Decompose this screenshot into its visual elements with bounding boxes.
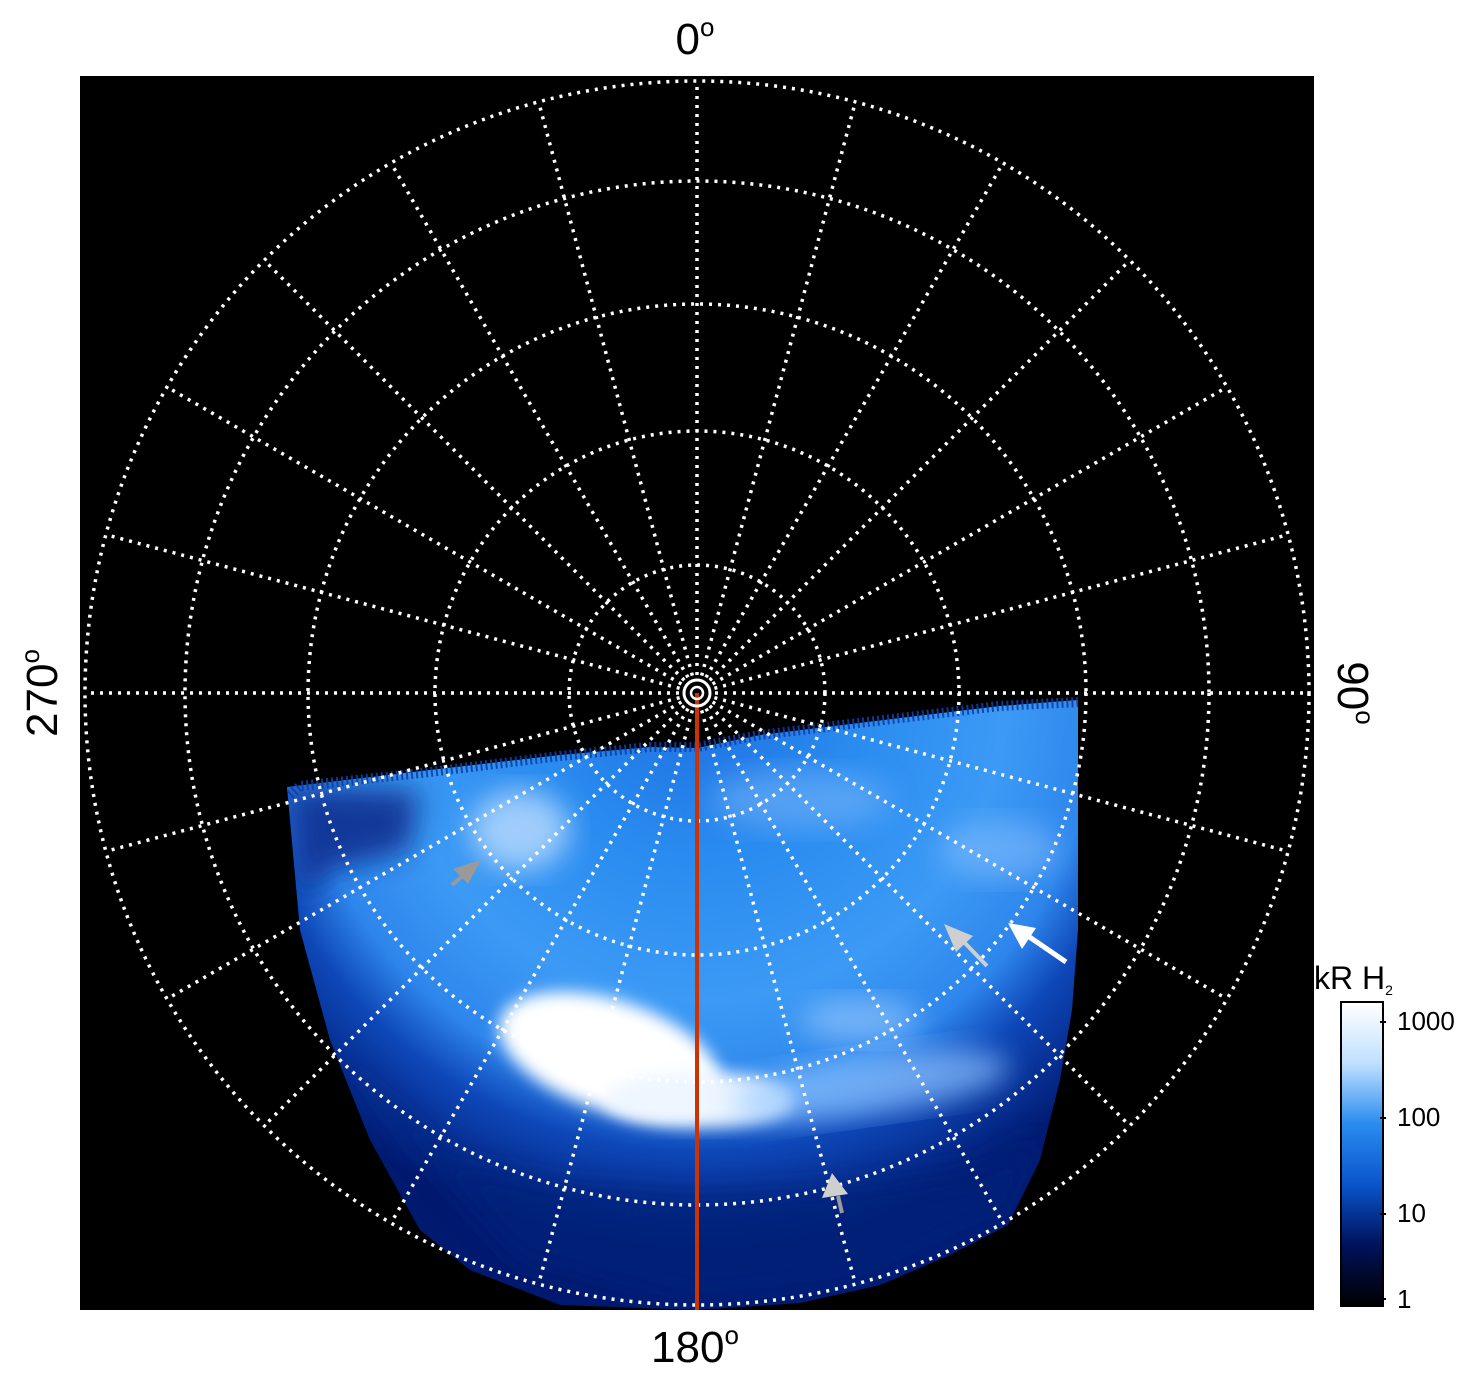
meridian [536,101,695,677]
meridian [711,385,1228,686]
meridian [263,259,686,682]
meridian [105,695,681,854]
polar-aurora-image [80,76,1314,1310]
angle-label-top: 0o [675,12,715,64]
colorbar-tick-10: 10 [1397,1198,1426,1228]
latitude-ring [183,179,1211,1207]
latitude-ring [83,79,1311,1307]
meridian [713,532,1289,691]
colorbar-tickmark [1380,1117,1386,1119]
colorbar-tickmark [1380,1213,1386,1215]
meridian [166,700,683,1001]
angle-label-left: 270o [15,649,67,737]
polar-projection [83,79,1311,1310]
meridian [166,385,683,686]
coordinate-grid [83,79,1311,1307]
angle-label-right: 90o [1328,661,1380,725]
colorbar-tick-1000: 1000 [1397,1006,1455,1036]
arrow-light-right [944,924,989,968]
pole-marker [682,678,712,708]
meridian [704,707,1005,1224]
colorbar-tickmark [1380,1021,1386,1023]
colorbar [1340,1001,1384,1307]
angle-label-bottom: 180o [651,1320,739,1372]
meridian [699,101,858,677]
aurora-emission [286,697,1079,1310]
arrow-gray-bottom [822,1173,848,1214]
meridian [708,704,1131,1127]
arrow-white-right [1008,923,1068,965]
colorbar-title: kR H2 [1314,960,1393,998]
meridian [536,709,695,1285]
meridian [708,259,1131,682]
arrow-gray-left [450,860,481,887]
meridian [713,695,1289,854]
colorbar-tick-100: 100 [1397,1102,1441,1132]
meridian [711,700,1228,1001]
colorbar-tick-1: 1 [1397,1284,1412,1314]
meridian [389,162,690,679]
meridian [105,532,681,691]
colorbar-tickmark [1380,1298,1386,1300]
meridian [704,162,1005,679]
meridian [389,707,690,1224]
meridian [263,704,686,1127]
